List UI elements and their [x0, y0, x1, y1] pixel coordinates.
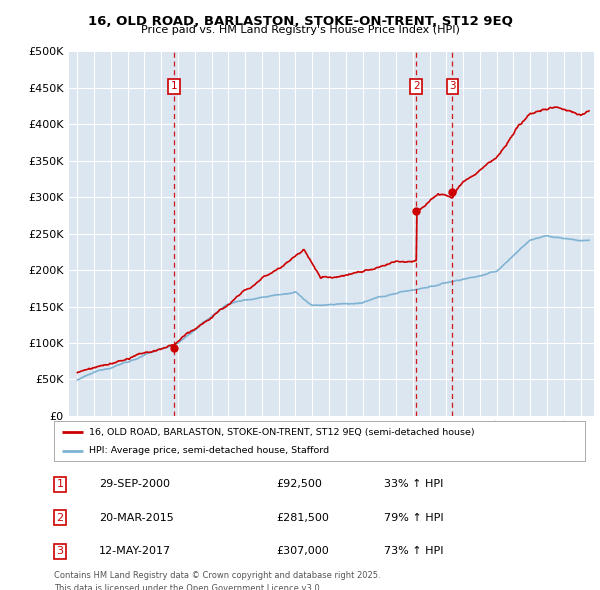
Text: £281,500: £281,500 [276, 513, 329, 523]
Text: 12-MAY-2017: 12-MAY-2017 [99, 546, 171, 556]
Text: 1: 1 [56, 479, 64, 489]
Text: 20-MAR-2015: 20-MAR-2015 [99, 513, 174, 523]
Text: 1: 1 [170, 81, 177, 91]
Text: 73% ↑ HPI: 73% ↑ HPI [384, 546, 443, 556]
Text: 3: 3 [56, 546, 64, 556]
Text: Price paid vs. HM Land Registry's House Price Index (HPI): Price paid vs. HM Land Registry's House … [140, 25, 460, 35]
Text: 16, OLD ROAD, BARLASTON, STOKE-ON-TRENT, ST12 9EQ (semi-detached house): 16, OLD ROAD, BARLASTON, STOKE-ON-TRENT,… [89, 428, 474, 437]
Text: Contains HM Land Registry data © Crown copyright and database right 2025.
This d: Contains HM Land Registry data © Crown c… [54, 571, 380, 590]
Text: £92,500: £92,500 [276, 479, 322, 489]
Text: 29-SEP-2000: 29-SEP-2000 [99, 479, 170, 489]
Text: 3: 3 [449, 81, 456, 91]
Text: £307,000: £307,000 [276, 546, 329, 556]
Text: 79% ↑ HPI: 79% ↑ HPI [384, 513, 443, 523]
Text: 2: 2 [56, 513, 64, 523]
Text: 2: 2 [413, 81, 419, 91]
Text: HPI: Average price, semi-detached house, Stafford: HPI: Average price, semi-detached house,… [89, 446, 329, 455]
Text: 33% ↑ HPI: 33% ↑ HPI [384, 479, 443, 489]
Text: 16, OLD ROAD, BARLASTON, STOKE-ON-TRENT, ST12 9EQ: 16, OLD ROAD, BARLASTON, STOKE-ON-TRENT,… [88, 15, 512, 28]
